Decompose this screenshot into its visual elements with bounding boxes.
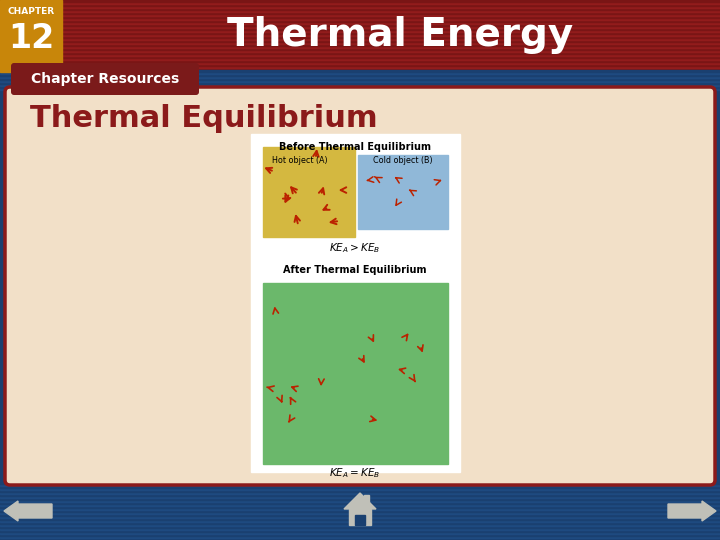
Bar xyxy=(0,24,720,26)
Bar xyxy=(0,506,720,508)
Bar xyxy=(0,30,720,32)
Bar xyxy=(0,58,720,60)
Bar xyxy=(0,6,720,8)
Bar xyxy=(0,26,720,28)
Bar xyxy=(0,516,720,518)
Text: Chapter Resources: Chapter Resources xyxy=(31,72,179,86)
Bar xyxy=(0,36,720,38)
Bar xyxy=(0,28,720,30)
Bar xyxy=(358,155,448,229)
Text: Before Thermal Equilibrium: Before Thermal Equilibrium xyxy=(279,142,431,152)
Bar xyxy=(0,54,720,56)
Bar xyxy=(0,80,720,82)
Polygon shape xyxy=(344,493,376,509)
Text: Thermal Equilibrium: Thermal Equilibrium xyxy=(30,104,377,133)
Bar xyxy=(0,528,720,530)
Bar xyxy=(0,482,720,484)
Bar xyxy=(0,16,720,18)
Bar xyxy=(0,0,720,2)
Bar xyxy=(0,46,720,48)
Text: $KE_A > KE_B$: $KE_A > KE_B$ xyxy=(329,241,381,255)
Text: Thermal Energy: Thermal Energy xyxy=(227,16,573,54)
Bar xyxy=(0,518,720,520)
Bar xyxy=(349,509,371,525)
Bar xyxy=(0,4,720,6)
Bar xyxy=(0,514,720,516)
Bar xyxy=(263,283,448,464)
Bar xyxy=(0,12,720,14)
Bar xyxy=(0,66,720,68)
Bar xyxy=(0,52,720,54)
Bar xyxy=(251,134,459,472)
Bar xyxy=(0,90,720,92)
Bar xyxy=(0,530,720,532)
Bar xyxy=(0,484,720,486)
Bar xyxy=(0,84,720,86)
Text: Hot object (A): Hot object (A) xyxy=(271,156,328,165)
Bar xyxy=(0,520,720,522)
Text: Cold object (B): Cold object (B) xyxy=(373,156,433,165)
FancyBboxPatch shape xyxy=(11,63,199,95)
Bar xyxy=(0,34,720,36)
Bar xyxy=(0,42,720,44)
Bar xyxy=(0,32,720,34)
Bar xyxy=(0,48,720,50)
Bar xyxy=(0,524,720,526)
Bar xyxy=(0,536,720,538)
Bar xyxy=(0,72,720,74)
Bar xyxy=(0,20,720,22)
Bar xyxy=(355,515,365,525)
Bar xyxy=(0,488,720,490)
Text: 12: 12 xyxy=(8,22,54,55)
Bar xyxy=(0,14,720,16)
Bar xyxy=(0,0,62,72)
Bar xyxy=(0,76,720,78)
Bar xyxy=(0,38,720,40)
Bar xyxy=(0,88,720,90)
Bar xyxy=(0,502,720,504)
Bar xyxy=(0,8,720,10)
Bar xyxy=(0,534,720,536)
Bar xyxy=(0,86,720,88)
Bar xyxy=(0,2,720,4)
Bar xyxy=(0,50,720,52)
FancyArrow shape xyxy=(4,501,52,521)
Bar xyxy=(0,64,720,66)
Bar xyxy=(0,22,720,24)
Bar xyxy=(0,494,720,496)
Bar xyxy=(0,40,720,42)
Bar xyxy=(0,44,720,46)
Bar xyxy=(0,498,720,500)
Bar xyxy=(0,56,720,58)
Bar xyxy=(0,526,720,528)
Bar xyxy=(0,538,720,540)
Text: $KE_A = KE_B$: $KE_A = KE_B$ xyxy=(329,466,381,480)
FancyArrow shape xyxy=(668,501,716,521)
FancyBboxPatch shape xyxy=(5,87,715,485)
Bar xyxy=(0,62,720,64)
Bar xyxy=(0,492,720,494)
Bar xyxy=(0,74,720,76)
Bar xyxy=(0,82,720,84)
Bar xyxy=(263,147,355,237)
Bar xyxy=(0,68,720,70)
Bar xyxy=(0,510,720,512)
Bar xyxy=(0,512,720,514)
Bar xyxy=(0,532,720,534)
Bar xyxy=(0,78,720,80)
Bar xyxy=(0,504,720,506)
Bar xyxy=(0,522,720,524)
Bar xyxy=(364,495,369,505)
Bar xyxy=(0,496,720,498)
Text: CHAPTER: CHAPTER xyxy=(7,7,55,16)
Bar xyxy=(0,18,720,20)
Bar xyxy=(0,10,720,12)
Text: After Thermal Equilibrium: After Thermal Equilibrium xyxy=(283,265,427,275)
Bar xyxy=(0,500,720,502)
Bar xyxy=(0,490,720,492)
Bar xyxy=(0,60,720,62)
Bar xyxy=(0,70,720,72)
Bar xyxy=(0,508,720,510)
Bar xyxy=(0,486,720,488)
